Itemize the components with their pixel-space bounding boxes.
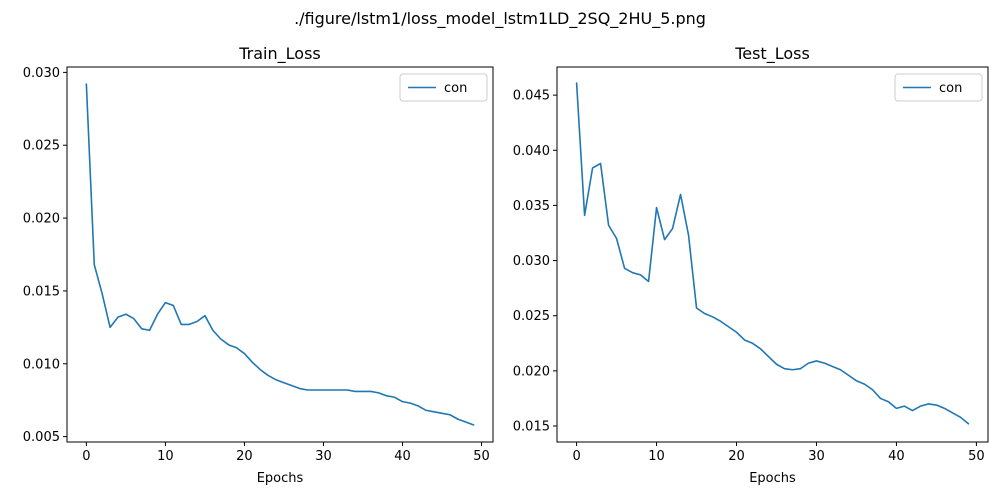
train-loss-ytick-label: 0.015: [23, 284, 60, 299]
train-loss-xtick-label: 10: [157, 449, 174, 464]
train-loss-ytick-label: 0.030: [23, 66, 60, 81]
test-loss-xtick-label: 20: [728, 449, 745, 464]
test-loss-marks: 0 10 20 30 40 50 0.015 0.020 0.025 0.030 0.035 0.04…: [513, 66, 989, 464]
test-loss-series-line-con: [575, 82, 970, 425]
train-loss-xtick-label: 0: [82, 449, 90, 464]
train-loss-title: Train_Loss: [238, 44, 320, 64]
train-loss-ytick-label: 0.010: [23, 357, 60, 372]
test-loss-xtick-label: 40: [888, 449, 905, 464]
test-loss-xlabel: Epochs: [749, 471, 796, 486]
test-loss-ytick-label: 0.045: [513, 89, 550, 104]
train-loss-xlabel: Epochs: [257, 471, 304, 486]
test-loss-ytick-label: 0.035: [513, 199, 550, 214]
test-loss-legend-box: [894, 73, 983, 102]
test-loss-xtick-label: 0: [572, 449, 580, 464]
test-loss-ytick-label: 0.025: [513, 309, 550, 324]
test-loss-xtick-label: 30: [808, 449, 825, 464]
train-loss-ytick-label: 0.005: [23, 430, 60, 445]
train-loss-legend-box: [399, 73, 488, 102]
train-loss-plot-frame: [66, 66, 494, 443]
train-loss-xtick-label: 20: [236, 449, 253, 464]
test-loss-plot-frame: [556, 66, 989, 443]
train-loss-ytick-label: 0.020: [23, 212, 60, 227]
train-loss-marks: 0 10 20 30 40 50 0.005 0.010 0.015 0.020 0.025 0.03…: [23, 66, 494, 464]
figure-title: ./figure/lstm1/loss_model_lstm1LD_2SQ_2H…: [294, 9, 706, 29]
test-loss-chart: 0 10 20 30 40 50 0.015 0.020 0.025 0.030 0.035 0.04…: [513, 44, 989, 486]
test-loss-ytick-label: 0.040: [513, 144, 550, 159]
test-loss-title: Test_Loss: [734, 44, 810, 64]
train-loss-ytick-label: 0.025: [23, 139, 60, 154]
test-loss-xtick-label: 50: [968, 449, 985, 464]
test-loss-ytick-label: 0.020: [513, 364, 550, 379]
train-loss-xtick-label: 50: [473, 449, 490, 464]
train-loss-xtick-label: 30: [315, 449, 332, 464]
train-loss-series-line-con: [85, 83, 475, 426]
train-loss-xtick-label: 40: [394, 449, 411, 464]
train-loss-chart: 0 10 20 30 40 50 0.005 0.010 0.015 0.020 0.025 0.03…: [23, 44, 494, 486]
test-loss-ytick-label: 0.030: [513, 254, 550, 269]
test-loss-xtick-label: 10: [648, 449, 665, 464]
test-loss-legend-label: con: [939, 81, 962, 96]
test-loss-ytick-label: 0.015: [513, 420, 550, 435]
train-loss-legend-label: con: [444, 81, 467, 96]
